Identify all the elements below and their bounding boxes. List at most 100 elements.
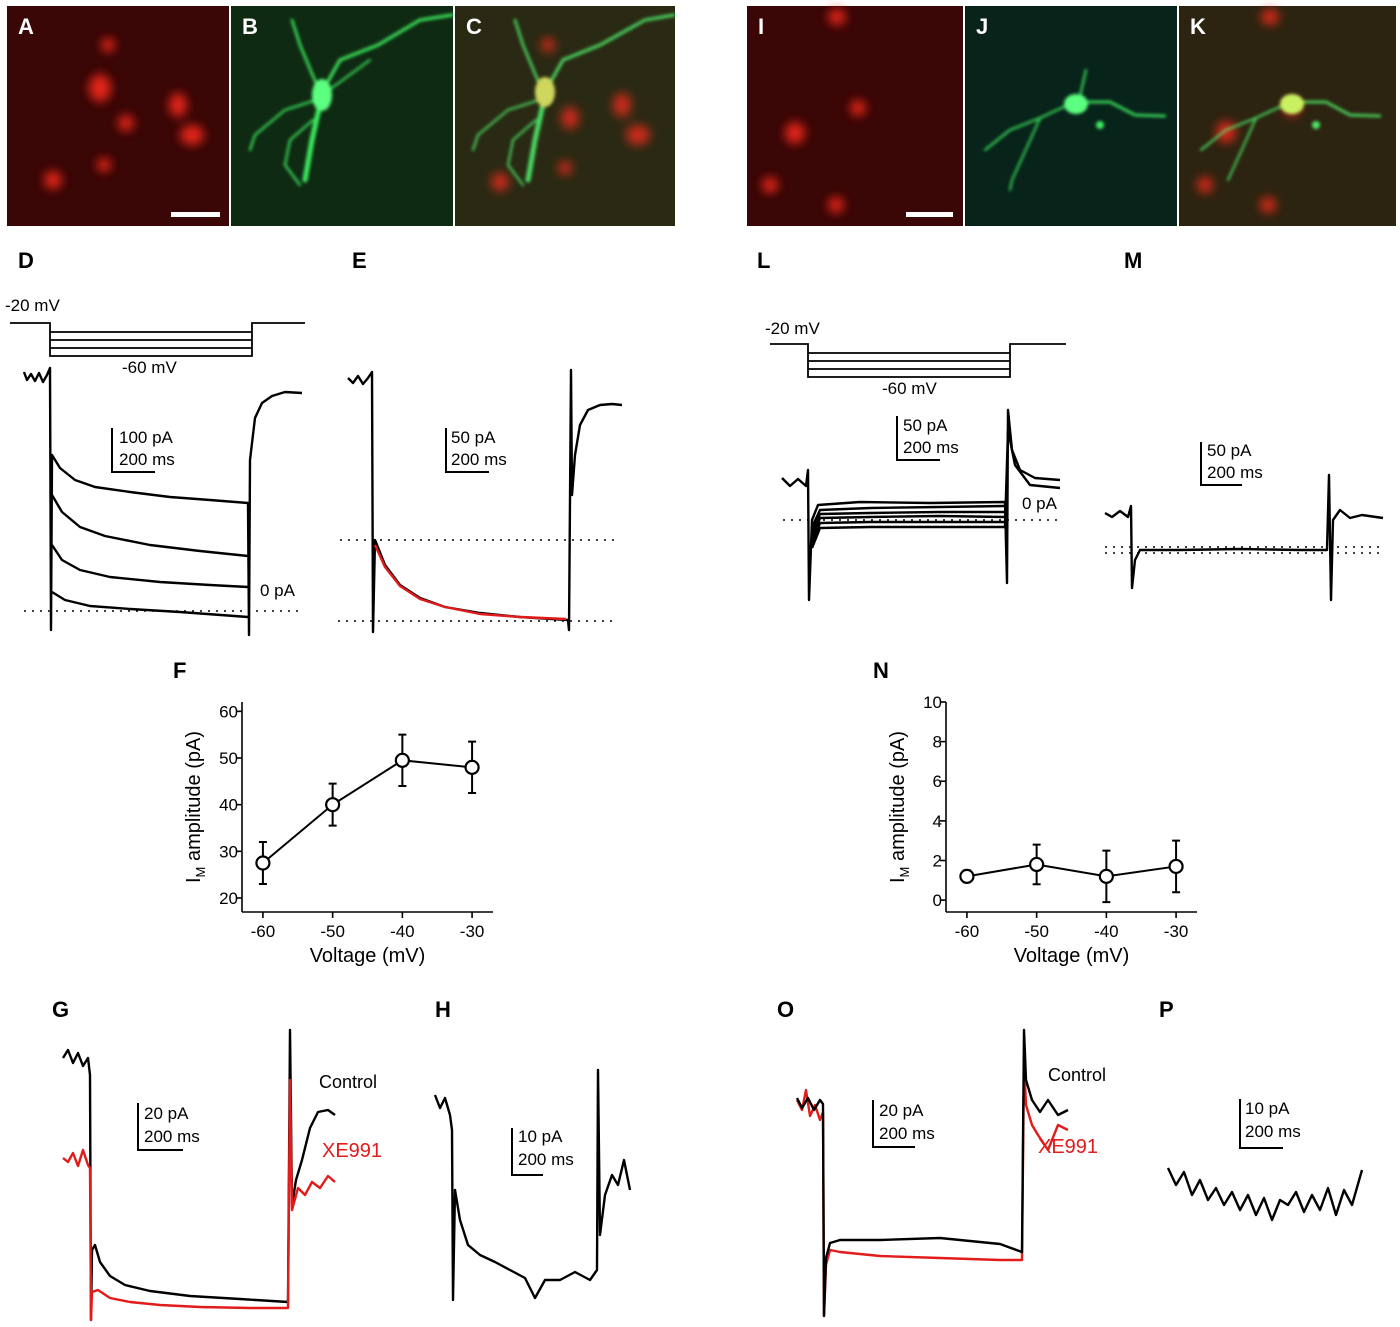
- m-trace: [1104, 473, 1384, 602]
- panel-g: G 20 pA 200 ms Control XE991: [52, 997, 382, 1322]
- d-scale-bar: [111, 428, 155, 473]
- neuron-b: [249, 13, 454, 186]
- m-scale-x: 200 ms: [1207, 463, 1263, 482]
- micrograph-row-left: [7, 6, 676, 226]
- d-hold-label: -20 mV: [5, 296, 60, 315]
- l-hold-label: -20 mV: [765, 319, 820, 338]
- l-voltage-protocol: [770, 343, 1066, 378]
- d-zero-label: 0 pA: [260, 581, 296, 600]
- e-fit-curve: [373, 544, 567, 621]
- g-trace-xe991: [62, 1078, 336, 1322]
- o-scale-x: 200 ms: [879, 1124, 935, 1143]
- y-tick-label: 0: [933, 891, 942, 910]
- panel-l: L -20 mV -60 mV 50 pA 200 ms 0 pA: [757, 248, 1066, 602]
- series-line: [966, 863, 1177, 878]
- l-scale-x: 200 ms: [903, 438, 959, 457]
- h-scale-y: 10 pA: [518, 1127, 563, 1146]
- data-point: [1029, 856, 1045, 873]
- panel-label-a: A: [18, 14, 34, 39]
- y-tick-label: 10: [923, 693, 942, 712]
- micrograph-row-right: [747, 6, 1396, 226]
- x-axis-label: Voltage (mV): [1014, 945, 1130, 967]
- o-legend-control: Control: [1048, 1065, 1106, 1085]
- e-scale-x: 200 ms: [451, 450, 507, 469]
- data-point: [394, 752, 410, 768]
- d-step-label: -60 mV: [122, 358, 177, 377]
- data-point: [1098, 868, 1114, 884]
- series-line: [262, 759, 473, 864]
- y-tick-label: 40: [219, 796, 238, 815]
- panel-n: N 0 2 4 6 8 10 -60 -50 -40 -30 Voltage (mV) IM ampl…: [873, 658, 1197, 967]
- d-traces: [22, 366, 303, 637]
- x-tick-label: -40: [1094, 922, 1119, 941]
- g-scale-y: 20 pA: [144, 1104, 189, 1123]
- data-point: [464, 759, 480, 775]
- g-scale-x: 200 ms: [144, 1127, 200, 1146]
- panel-label-c: C: [466, 14, 482, 39]
- panel-label-g: G: [52, 997, 69, 1022]
- data-point: [959, 868, 975, 884]
- panel-label-m: M: [1124, 248, 1142, 273]
- panel-label-h: H: [435, 997, 451, 1022]
- panel-p: P 10 pA 200 ms: [1159, 997, 1364, 1222]
- y-tick-label: 20: [219, 889, 238, 908]
- x-axis-label: Voltage (mV): [310, 945, 426, 967]
- panel-label-e: E: [352, 248, 367, 273]
- h-trace: [433, 1068, 632, 1302]
- micrograph-b: [231, 6, 453, 226]
- o-trace-xe991: [795, 1058, 1069, 1318]
- h-scale-bar: [511, 1128, 543, 1176]
- panel-label-i: I: [758, 14, 764, 39]
- x-tick-label: -50: [1024, 922, 1049, 941]
- y-tick-label: 6: [933, 772, 942, 791]
- p-scale-y: 10 pA: [1245, 1099, 1290, 1118]
- panel-m: M 50 pA 200 ms: [1104, 248, 1384, 602]
- l-scale-y: 50 pA: [903, 416, 948, 435]
- panel-label-k: K: [1190, 14, 1206, 39]
- d-scale-x: 200 ms: [119, 450, 175, 469]
- x-tick-label: -60: [955, 922, 980, 941]
- scale-bar-i: [906, 212, 953, 217]
- panel-label-p: P: [1159, 997, 1174, 1022]
- panel-f: F 20 30 40 50 60 -60 -50 -40 -30 Voltage (mV) IM a…: [173, 658, 493, 967]
- x-tick-label: -30: [460, 922, 485, 941]
- y-tick-label: 8: [933, 733, 942, 752]
- m-scale-y: 50 pA: [1207, 441, 1252, 460]
- p-scale-bar: [1239, 1099, 1283, 1149]
- panel-e: E 50 pA 200 ms: [338, 248, 623, 634]
- neuron-j: [984, 69, 1167, 191]
- x-tick-label: -40: [390, 922, 415, 941]
- g-trace-control: [61, 1028, 336, 1322]
- panel-label-j: J: [976, 14, 988, 39]
- p-trace: [1166, 1167, 1364, 1222]
- chart-n: 0 2 4 6 8 10 -60 -50 -40 -30 Voltage (mV) IM amplit…: [887, 693, 1197, 967]
- panel-label-f: F: [173, 658, 186, 683]
- y-tick-label: 2: [933, 851, 942, 870]
- y-tick-label: 4: [933, 812, 942, 831]
- data-point: [1168, 858, 1184, 875]
- chart-f: 20 30 40 50 60 -60 -50 -40 -30 Voltage (mV) IM amp…: [183, 702, 493, 967]
- o-trace-control: [795, 1028, 1069, 1318]
- p-scale-x: 200 ms: [1245, 1122, 1301, 1141]
- l-scale-bar: [896, 416, 940, 461]
- micrograph-i: [747, 6, 963, 226]
- e-trace: [347, 368, 623, 634]
- l-step-label: -60 mV: [882, 379, 937, 398]
- panel-h: H 10 pA 200 ms: [433, 997, 632, 1302]
- m-scale-bar: [1200, 442, 1242, 486]
- o-scale-bar: [872, 1100, 915, 1148]
- g-legend-xe991: XE991: [322, 1140, 382, 1162]
- x-tick-label: -60: [251, 922, 276, 941]
- panel-label-d: D: [18, 248, 34, 273]
- panel-d: D -20 mV -60 mV 100 pA 200 ms 0 pA: [5, 248, 305, 637]
- g-legend-control: Control: [319, 1072, 377, 1092]
- e-scale-bar: [445, 428, 489, 473]
- panel-label-o: O: [777, 997, 794, 1022]
- l-traces: [781, 408, 1061, 602]
- h-scale-x: 200 ms: [518, 1150, 574, 1169]
- o-scale-y: 20 pA: [879, 1101, 924, 1120]
- y-axis-label: IM amplitude (pA): [887, 731, 912, 883]
- panel-label-l: L: [757, 248, 770, 273]
- panel-label-b: B: [242, 14, 258, 39]
